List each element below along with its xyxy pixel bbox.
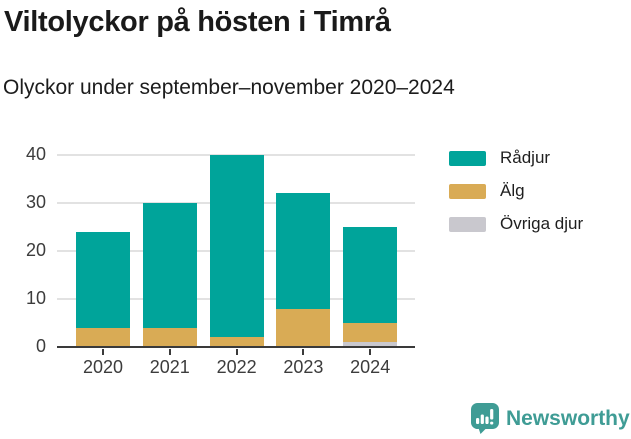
y-axis-tick-label: 30 bbox=[25, 192, 46, 212]
x-axis-tick bbox=[168, 349, 171, 355]
bar-segment bbox=[209, 337, 264, 347]
bar-segment bbox=[76, 231, 130, 328]
chart-title: Viltolyckor på hösten i Timrå bbox=[4, 6, 391, 38]
newsworthy-logo-icon bbox=[471, 403, 499, 434]
x-axis-tick-label: 2023 bbox=[283, 357, 324, 377]
y-axis-tick-label: 0 bbox=[35, 336, 46, 356]
bar-segment bbox=[276, 193, 331, 309]
x-axis-tick-label: 2020 bbox=[82, 357, 124, 377]
bar-segment bbox=[76, 327, 130, 347]
x-axis-tick-label: 2021 bbox=[149, 357, 190, 377]
legend-label: Rådjur bbox=[500, 148, 551, 167]
x-axis-tick-label: 2022 bbox=[216, 357, 257, 377]
legend: Rådjur Älg Övriga djur bbox=[449, 148, 583, 247]
x-axis-tick-label: 2024 bbox=[350, 357, 391, 377]
x-axis-tick bbox=[369, 349, 372, 355]
bar-segment bbox=[276, 308, 331, 347]
bar-segment bbox=[343, 323, 398, 343]
legend-swatch bbox=[449, 150, 486, 166]
axis-baseline bbox=[57, 345, 415, 348]
x-axis-tick bbox=[302, 349, 305, 355]
legend-swatch bbox=[449, 216, 486, 232]
legend-item: Övriga djur bbox=[449, 214, 583, 234]
chart-subtitle: Olyckor under september–november 2020–20… bbox=[3, 76, 455, 99]
y-axis-tick-label: 10 bbox=[25, 288, 46, 308]
x-axis-tick bbox=[102, 349, 104, 355]
legend-swatch bbox=[449, 183, 486, 199]
bar-segment bbox=[343, 342, 398, 347]
brand-footer: Newsworthy bbox=[471, 403, 630, 434]
y-axis-tick-label: 40 bbox=[25, 144, 46, 164]
bar-segment bbox=[343, 227, 398, 323]
grid-line bbox=[57, 154, 415, 156]
legend-item: Älg bbox=[449, 181, 583, 201]
y-axis-tick-label: 20 bbox=[25, 240, 46, 260]
plot-area: 0 10 20 30 40 2020 2021 2022 2023 2024 bbox=[26, 144, 415, 377]
bar-segment bbox=[142, 327, 197, 347]
legend-label: Älg bbox=[500, 181, 525, 200]
bar-segment bbox=[209, 155, 264, 338]
legend-item: Rådjur bbox=[449, 148, 583, 168]
legend-label: Övriga djur bbox=[500, 214, 584, 233]
brand-name: Newsworthy bbox=[506, 406, 630, 430]
bar-segment bbox=[142, 203, 197, 328]
x-axis-tick bbox=[235, 349, 238, 355]
